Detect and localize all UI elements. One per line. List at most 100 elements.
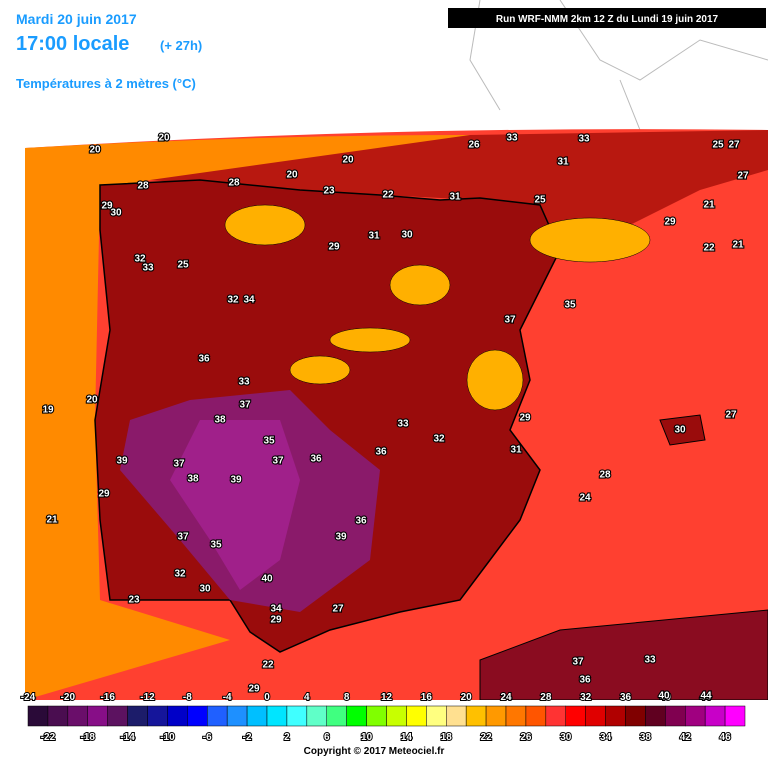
color-swatch	[167, 705, 188, 727]
color-swatch	[645, 705, 666, 727]
temperature-label: 29	[98, 489, 110, 500]
legend-tick: 2	[284, 732, 290, 743]
temperature-label: 29	[248, 684, 260, 695]
temperature-label: 27	[332, 604, 344, 615]
temperature-label: 22	[703, 243, 715, 254]
temperature-label: 27	[725, 410, 737, 421]
color-swatch	[366, 705, 387, 727]
legend-tick: -20	[61, 692, 76, 703]
temperature-label: 23	[323, 186, 335, 197]
land-africa	[479, 609, 768, 701]
color-swatch	[266, 705, 288, 727]
legend-tick: 36	[620, 692, 632, 703]
run-box	[448, 8, 766, 28]
legend-tick: -2	[243, 732, 252, 743]
temperature-label: 22	[382, 190, 394, 201]
temperature-label: 30	[674, 425, 686, 436]
color-swatch	[286, 705, 308, 727]
temperature-label: 20	[86, 395, 98, 406]
temperature-label: 33	[238, 377, 250, 388]
color-swatch	[724, 705, 746, 727]
legend-tick: -22	[41, 732, 56, 743]
temperature-label: 44	[700, 691, 712, 702]
color-swatch	[187, 705, 208, 727]
color-swatch	[386, 705, 407, 727]
color-swatch	[147, 705, 168, 727]
legend-tick: 8	[344, 692, 350, 703]
temperature-label: 36	[355, 516, 367, 527]
temperature-label: 23	[128, 595, 140, 606]
temperature-label: 36	[375, 447, 387, 458]
temperature-label: 25	[177, 260, 189, 271]
color-swatch	[585, 705, 606, 727]
temperature-label: 30	[401, 230, 413, 241]
legend-tick: -12	[140, 692, 155, 703]
color-swatch	[485, 705, 507, 727]
mountains	[224, 204, 651, 411]
temperature-label: 29	[270, 615, 282, 626]
color-swatch	[87, 705, 108, 727]
color-swatch	[665, 705, 686, 727]
legend-tick: -16	[100, 692, 115, 703]
temperature-label: 36	[310, 454, 322, 465]
color-swatch	[565, 705, 586, 727]
legend-tick: 30	[560, 732, 572, 743]
legend-tick: 24	[500, 692, 512, 703]
temperature-label: 39	[335, 532, 347, 543]
color-swatch	[446, 705, 467, 727]
legend-tick: 38	[640, 732, 652, 743]
color-swatch	[465, 705, 487, 727]
legend-tick: 6	[324, 732, 330, 743]
mountain	[329, 327, 411, 353]
legend: -24 -20 -16 -12 -8 -4 0 4 8 12 16 20 24 28 32 36 40 44-22…	[20, 691, 746, 744]
temperature-label: 35	[263, 436, 275, 447]
temperature-label: 25	[534, 195, 546, 206]
color-swatch	[326, 705, 347, 727]
temperature-label: 37	[272, 456, 284, 467]
color-swatch	[605, 705, 626, 727]
mountain	[389, 264, 451, 306]
mountain	[224, 204, 306, 246]
temperature-label: 35	[210, 540, 222, 551]
temperature-label: 40	[658, 691, 670, 702]
legend-tick: 26	[520, 732, 532, 743]
legend-tick: -4	[223, 692, 232, 703]
legend-tick: 46	[720, 732, 732, 743]
temperature-label: 31	[368, 231, 380, 242]
temperature-label: 32	[134, 254, 146, 265]
legend-tick: 34	[600, 732, 612, 743]
legend-tick: -24	[21, 692, 36, 703]
temperature-label: 21	[46, 515, 58, 526]
color-swatch	[47, 705, 69, 727]
temperature-label: 30	[199, 584, 211, 595]
legend-tick: 16	[421, 692, 433, 703]
temperature-label: 39	[116, 456, 128, 467]
color-swatch	[685, 705, 706, 727]
offset: (+ 27h)	[160, 38, 202, 53]
legend-tick: 32	[580, 692, 592, 703]
mountain	[289, 355, 351, 385]
color-swatch	[127, 705, 148, 727]
color-swatch	[207, 705, 228, 727]
legend-tick: 40	[660, 692, 672, 703]
temperature-label: 29	[664, 217, 676, 228]
variable: Températures à 2 mètres (°C)	[16, 76, 196, 91]
temperature-label: 36	[579, 675, 591, 686]
temperature-label: 32	[174, 569, 186, 580]
mountain	[466, 349, 524, 411]
temperature-label: 24	[579, 493, 591, 504]
temperature-label: 20	[89, 145, 101, 156]
temperature-label: 31	[510, 445, 522, 456]
temperature-label: 34	[270, 604, 282, 615]
temperature-label: 37	[504, 315, 516, 326]
temperature-label: 20	[158, 133, 170, 144]
temperature-label: 28	[137, 181, 149, 192]
color-swatch	[505, 705, 527, 727]
temperature-label: 32	[433, 434, 445, 445]
temperature-label: 37	[173, 459, 185, 470]
mountain	[529, 217, 651, 263]
temperature-label: 37	[572, 657, 584, 668]
color-swatch	[346, 705, 367, 727]
